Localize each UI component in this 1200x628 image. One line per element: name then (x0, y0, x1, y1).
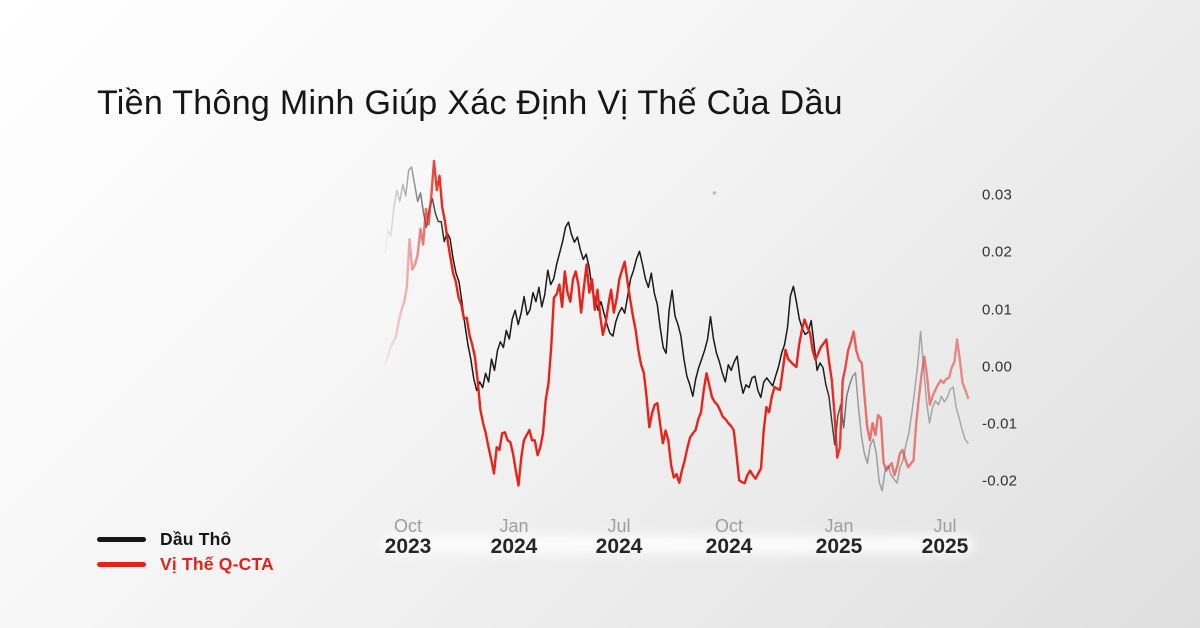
series-line-qcta-position (383, 159, 970, 487)
series-line-crude-oil (384, 166, 969, 492)
legend-label-crude-oil: Dầu Thô (160, 529, 232, 549)
qcta-line-swatch (97, 562, 146, 567)
legend-label-qcta-position: Vị Thế Q-CTA (160, 554, 274, 574)
stray-data-point-dot (712, 191, 717, 195)
legend-item-crude-oil: Dầu Thô (97, 527, 274, 552)
x-axis-highlight-band (382, 535, 974, 554)
crude-oil-line-swatch (97, 537, 146, 542)
legend: Dầu Thô Vị Thế Q-CTA (97, 527, 274, 577)
legend-item-qcta-position: Vị Thế Q-CTA (97, 552, 274, 577)
page-title: Tiền Thông Minh Giúp Xác Định Vị Thế Của… (97, 84, 843, 122)
